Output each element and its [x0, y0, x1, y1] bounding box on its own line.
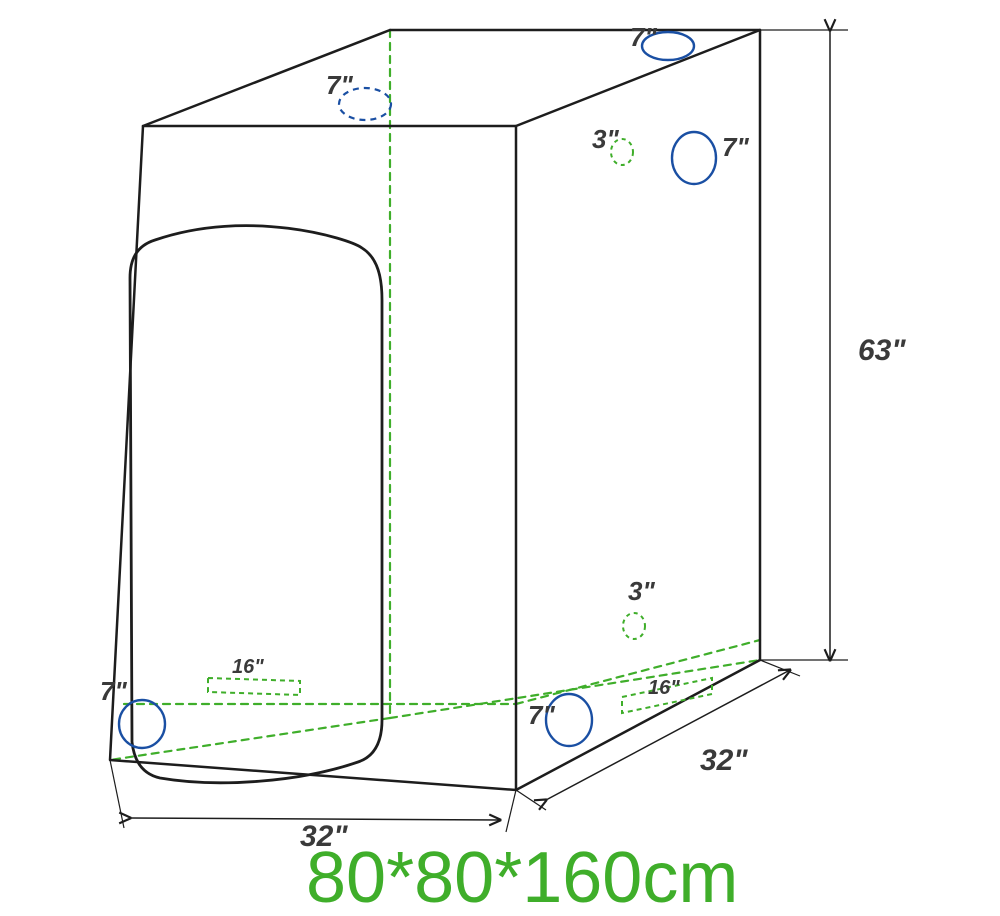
title-text: 80*80*160cm [306, 838, 738, 916]
dim-depth-ext1 [516, 790, 546, 810]
dim-depth-label: 32" [700, 744, 748, 777]
port-side_bot_3-label: 3" [628, 576, 655, 606]
edge-left-bottom [110, 718, 390, 760]
vent-front [208, 678, 300, 695]
edge-top-left [143, 30, 390, 126]
dim-width-ext1 [110, 760, 124, 828]
port-top_back-label: 7" [630, 22, 657, 52]
port-front_bot_7 [119, 700, 165, 748]
tent-diagram: 7"7"7"3"3"7"7"16"16"63"32"32"80*80*160cm [0, 0, 1000, 916]
dim-depth-ext2 [760, 660, 800, 676]
port-front_bot_7-label: 7" [100, 676, 127, 706]
port-side_top_3-label: 3" [592, 124, 619, 154]
dim-width-ext2 [506, 790, 516, 832]
front-face [110, 126, 516, 790]
dim-height-label: 63" [858, 334, 906, 367]
port-side_top_7 [672, 132, 716, 184]
join-line-side [516, 640, 760, 704]
vent-front-label: 16" [232, 656, 264, 678]
port-top_front-label: 7" [326, 70, 353, 100]
port-side_top_7-label: 7" [722, 132, 749, 162]
vent-side-label: 16" [648, 677, 680, 699]
door-outline [130, 226, 382, 783]
port-side_bot_3 [623, 613, 645, 639]
port-side_bot_7-label: 7" [528, 700, 555, 730]
